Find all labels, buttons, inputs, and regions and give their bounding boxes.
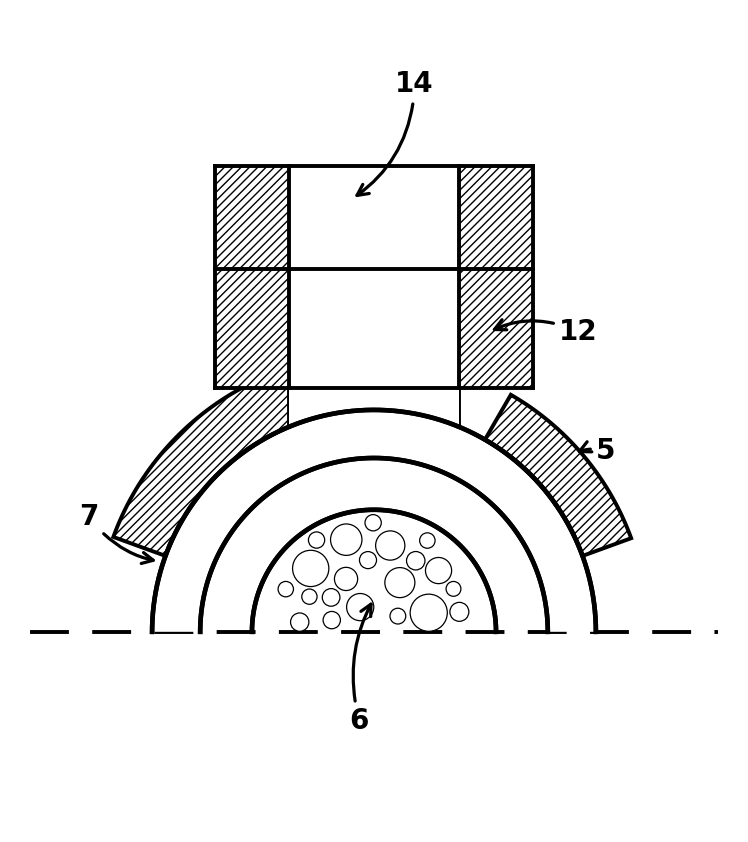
- Polygon shape: [215, 166, 289, 269]
- Polygon shape: [152, 410, 596, 632]
- Circle shape: [292, 551, 329, 587]
- Circle shape: [390, 608, 405, 624]
- Circle shape: [410, 594, 447, 632]
- Text: 5: 5: [580, 437, 616, 465]
- Circle shape: [365, 514, 381, 531]
- Polygon shape: [459, 269, 533, 387]
- Polygon shape: [215, 166, 533, 387]
- Circle shape: [375, 531, 405, 560]
- Circle shape: [406, 552, 425, 570]
- Text: 14: 14: [357, 71, 434, 195]
- Circle shape: [323, 611, 340, 629]
- Circle shape: [450, 602, 469, 621]
- Circle shape: [278, 582, 293, 597]
- Text: 7: 7: [79, 504, 153, 563]
- Circle shape: [384, 568, 415, 598]
- Polygon shape: [289, 387, 459, 427]
- Circle shape: [331, 524, 362, 556]
- Circle shape: [360, 552, 376, 568]
- Circle shape: [346, 594, 374, 621]
- Circle shape: [426, 557, 452, 584]
- Polygon shape: [289, 269, 459, 387]
- Polygon shape: [215, 269, 289, 387]
- Circle shape: [446, 582, 461, 596]
- Circle shape: [334, 568, 358, 590]
- Circle shape: [322, 589, 340, 606]
- Polygon shape: [459, 166, 533, 269]
- Polygon shape: [215, 166, 533, 269]
- Polygon shape: [114, 359, 335, 556]
- Polygon shape: [485, 395, 631, 556]
- Text: 6: 6: [349, 604, 371, 734]
- Polygon shape: [152, 410, 596, 632]
- Circle shape: [420, 533, 435, 548]
- Circle shape: [308, 532, 325, 548]
- Circle shape: [290, 613, 309, 632]
- Circle shape: [301, 589, 317, 605]
- Text: 12: 12: [494, 318, 598, 346]
